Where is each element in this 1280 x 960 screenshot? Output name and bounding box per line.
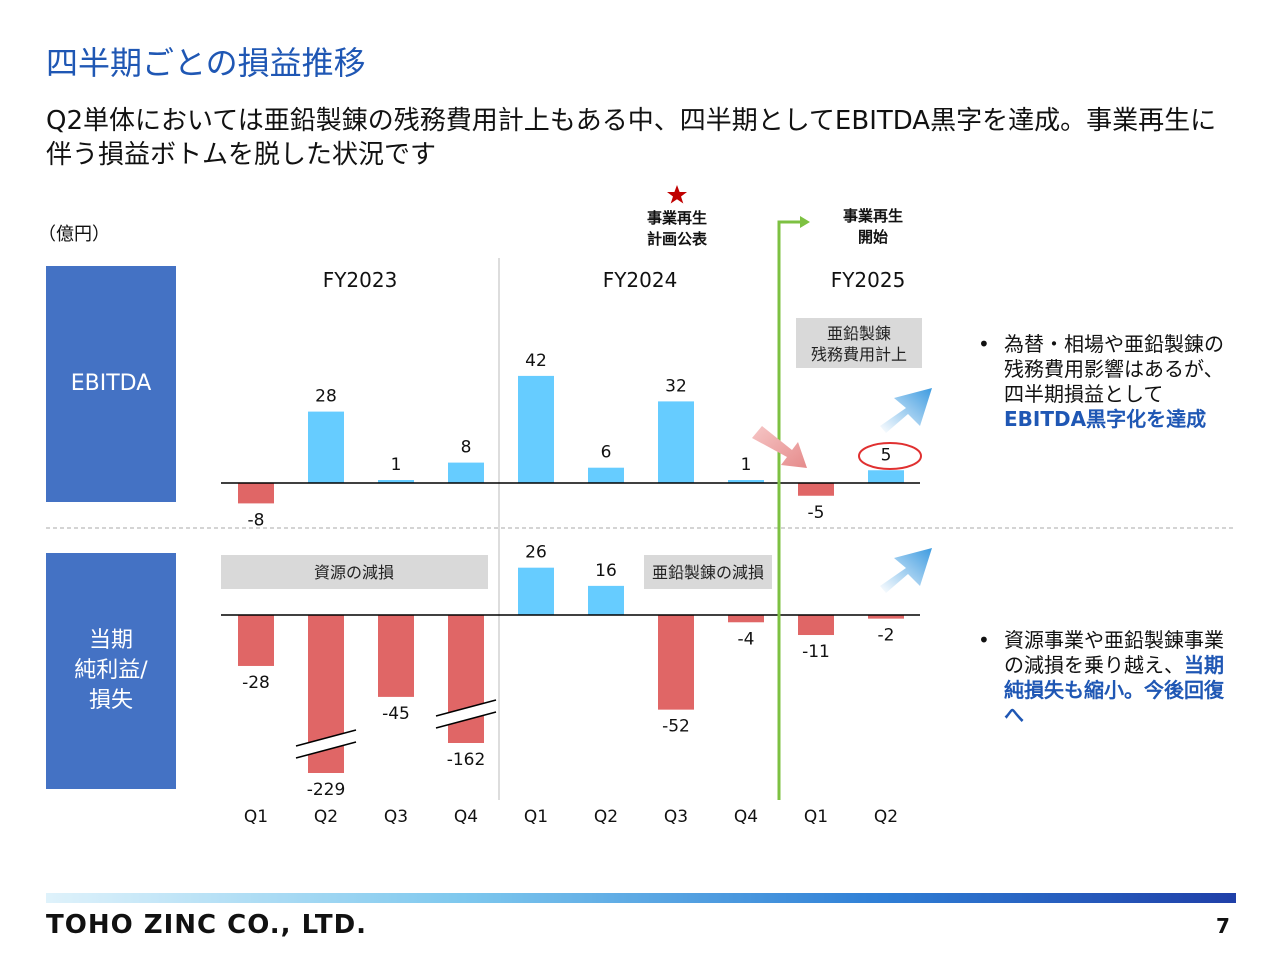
axis-break-gap	[296, 730, 356, 758]
highlight-ellipse	[858, 442, 922, 470]
annotation-box	[796, 318, 922, 368]
net-income-bar	[728, 615, 764, 623]
ebitda-bar	[798, 483, 834, 496]
net-income-value-label: -4	[738, 629, 755, 649]
net-income-row-label: 当期 純利益/ 損失	[46, 553, 176, 789]
net-income-bar	[868, 615, 904, 619]
ebitda-bar	[658, 401, 694, 483]
ebitda-value-label: -5	[808, 503, 825, 523]
ebitda-bar	[378, 480, 414, 483]
event-start-label-1: 事業再生	[843, 207, 903, 225]
annotation-impairment-zinc: 亜鉛製錬の減損	[652, 563, 764, 582]
annotation-box	[221, 555, 488, 589]
ebitda-bar	[588, 467, 624, 483]
page-number: 7	[1216, 914, 1230, 938]
page-subtitle: Q2単体においては亜鉛製錬の残務費用計上もある中、四半期としてEBITDA黒字を…	[46, 106, 1217, 170]
quarter-label: Q4	[454, 807, 478, 827]
unit-label: （億円）	[38, 224, 110, 245]
annotation-box	[644, 555, 772, 589]
bullet-ebitda-text: 為替・相場や亜鉛製錬の残務費用影響はあるが、四半期損益として	[1004, 332, 1224, 406]
ebitda-bar	[308, 411, 344, 483]
bullet-marker: •	[978, 628, 990, 652]
fy-label: FY2024	[603, 268, 678, 292]
net-income-value-label: -45	[382, 704, 410, 724]
axis-break-mark	[295, 729, 357, 747]
ebitda-bar	[448, 462, 484, 483]
quarter-label: Q1	[244, 807, 268, 827]
net-income-bar	[658, 615, 694, 710]
axis-break-mark	[435, 711, 497, 729]
footer-gradient-bar	[46, 893, 1236, 903]
fy-label: FY2023	[323, 268, 398, 292]
quarter-label: Q1	[804, 807, 828, 827]
ebitda-value-label: 1	[741, 455, 752, 475]
ebitda-bar	[728, 480, 764, 483]
annotation-zinc-costs-2: 残務費用計上	[811, 345, 907, 364]
quarter-label: Q4	[734, 807, 758, 827]
company-logo: TOHO ZINC CO., LTD.	[46, 910, 368, 940]
annotation-zinc-costs-1: 亜鉛製錬	[827, 324, 891, 343]
bullet-marker: •	[978, 332, 990, 356]
net-income-value-label: -2	[878, 626, 895, 646]
event-plan-label-1: 事業再生	[647, 209, 707, 227]
net-income-value-label: -52	[662, 717, 690, 737]
ebitda-bar	[868, 470, 904, 483]
fy-label: FY2025	[831, 268, 906, 292]
axis-break-mark	[295, 741, 357, 759]
trend-down-arrow-icon	[752, 426, 807, 468]
event-plan-label-2: 計画公表	[647, 230, 708, 248]
bullet-ebitda-highlight: EBITDA黒字化を達成	[1004, 407, 1207, 431]
ebitda-bar	[238, 483, 274, 504]
quarter-label: Q2	[874, 807, 898, 827]
net-income-bar	[588, 585, 624, 615]
net-income-bar	[238, 615, 274, 666]
ebitda-value-label: 1	[391, 455, 402, 475]
quarter-label: Q2	[594, 807, 618, 827]
ebitda-value-label: 28	[315, 387, 337, 407]
ebitda-bar	[518, 375, 554, 483]
ebitda-value-label: -8	[248, 510, 265, 530]
event-start-arrow-icon	[800, 216, 810, 228]
net-income-value-label: -11	[802, 642, 830, 662]
ebitda-value-label: 32	[665, 376, 687, 396]
net-income-bar	[798, 615, 834, 636]
net-income-bar	[378, 615, 414, 697]
quarter-label: Q3	[664, 807, 688, 827]
quarter-label: Q3	[384, 807, 408, 827]
star-icon	[667, 185, 687, 204]
trend-up-arrow-icon	[880, 388, 932, 433]
net-income-value-label: 26	[525, 543, 547, 563]
ebitda-value-label: 5	[881, 445, 892, 465]
trend-up-arrow-icon	[880, 548, 932, 593]
ebitda-value-label: 6	[601, 443, 612, 463]
bullet-net-text: 資源事業や亜鉛製錬事業の減損を乗り越え、	[1004, 628, 1224, 677]
ebitda-value-label: 42	[525, 351, 547, 371]
axis-break-mark	[435, 699, 497, 717]
event-start-label-2: 開始	[858, 228, 888, 246]
event-start-line	[777, 220, 800, 800]
axis-break-gap	[436, 700, 496, 728]
ebitda-row-label: EBITDA	[46, 266, 176, 502]
net-income-value-label: -28	[242, 673, 270, 693]
net-income-value-label: -229	[307, 780, 346, 800]
bullet-net-highlight: 当期純損失も縮小。今後回復へ	[1004, 653, 1224, 727]
page-title: 四半期ごとの損益推移	[46, 44, 366, 82]
net-income-bar	[518, 567, 554, 615]
annotation-impairment-resource: 資源の減損	[314, 563, 394, 582]
net-income-value-label: -162	[447, 750, 486, 770]
ebitda-value-label: 8	[461, 438, 472, 458]
net-income-value-label: 16	[595, 561, 617, 581]
quarter-label: Q1	[524, 807, 548, 827]
quarter-label: Q2	[314, 807, 338, 827]
